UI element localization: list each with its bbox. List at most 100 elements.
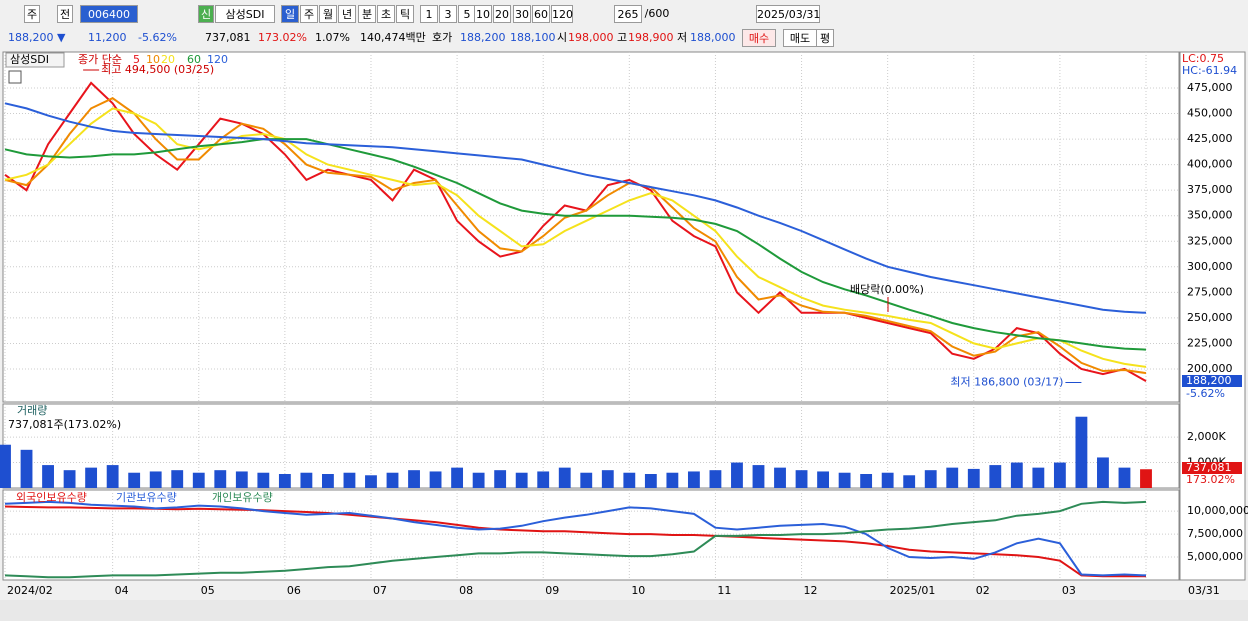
volume-bar [149,471,162,488]
last-price: 188,200 [1186,374,1232,387]
info-item[interactable]: 매수 [742,29,776,47]
volume-bar [731,462,743,488]
toolbar-item[interactable]: 일 [281,5,299,23]
change-label: -5.62% [1186,387,1225,400]
volume-bar [365,475,377,488]
info-item: 173.02% [258,31,307,44]
info-item: 188,200 [460,31,506,44]
volume-bar [192,472,205,488]
volume-bar [1097,457,1109,488]
toolbar-item[interactable]: 20 [493,5,511,23]
volume-bar [300,472,313,488]
y-tick-label: 10,000,000 [1187,504,1248,517]
y-tick-label: 450,000 [1187,107,1233,120]
toolbar-item[interactable]: 60 [532,5,550,23]
volume-bar [795,470,808,488]
legend-entry: 60 [187,53,201,66]
series-line [4,505,1146,578]
volume-bar [20,449,33,488]
price-panel [2,51,1180,403]
toolbar-item[interactable]: 월 [319,5,337,23]
info-item[interactable]: 매도 [783,29,817,47]
volume-bar [278,474,291,488]
info-item: 188,200 ▼ [8,31,66,44]
info-item[interactable]: 평 [816,29,834,47]
x-tick-label: 07 [373,584,387,597]
toolbar-item[interactable]: 주 [300,5,318,23]
volume-bar [235,471,248,488]
lc-label: LC:0.75 [1182,52,1224,65]
y-tick-label: 7,500,000 [1187,527,1243,540]
volume-bar [0,444,11,488]
volume-bar [106,465,119,488]
volume-bar [860,474,873,488]
x-tick-label: 2025/01 [890,584,936,597]
y-tick-label: 350,000 [1187,209,1233,222]
volume-bar [709,470,722,488]
volume-bar [171,470,184,488]
y-tick-label: 400,000 [1187,158,1233,171]
toolbar-item[interactable]: 2025/03/31 [756,5,820,23]
y-tick-label: 200,000 [1187,362,1233,375]
info-item: 1.07% [315,31,350,44]
toolbar-item[interactable]: 10 [474,5,492,23]
volume-bar [537,471,550,488]
last-volume-box [1182,462,1242,474]
series-line [4,102,1147,314]
volume-bar [1075,416,1088,488]
toolbar-item[interactable]: 전 [57,5,73,23]
y-tick-label: 250,000 [1187,311,1233,324]
volume-bar [666,472,679,488]
toolbar-item[interactable]: 년 [338,5,356,23]
volume-bar [1032,467,1045,488]
toolbar-item[interactable]: 265 [614,5,642,23]
legend-entry: 120 [207,53,228,66]
volume-bar [472,472,485,488]
series-line [4,107,1147,368]
volume-bar [257,472,270,488]
panel-subtitle: 737,081주(173.02%) [8,418,121,431]
toolbar-item[interactable]: 신 [198,5,214,23]
y-tick-label: 5,000,000 [1187,550,1243,563]
legend-entry: 20 [161,53,175,66]
toolbar-item[interactable]: 120 [551,5,573,23]
toolbar-item[interactable]: 30 [513,5,531,23]
volume-bar [85,467,98,488]
info-item: 198,900 [628,31,674,44]
holdings-panel [2,489,1180,581]
toolbar-item[interactable]: 006400 [80,5,138,23]
annotation: 배당락(0.00%) [850,283,924,296]
series-line [4,97,1147,375]
volume-bar [214,470,227,488]
toolbar-item[interactable]: 주 [24,5,40,23]
legend-entry: 기관보유수량 [116,491,177,504]
chart-area: 200,000 225,000 250,000 275,000 300,000 325,0… [0,50,1248,621]
hc-label: HC:-61.94 [1182,64,1237,77]
x-tick-label: 09 [545,584,559,597]
toolbar-item[interactable]: 분 [358,5,376,23]
x-tick-label: 03 [1062,584,1076,597]
volume-bar [924,470,937,488]
volume-bar [838,472,851,488]
x-tick-label: 12 [804,584,818,597]
volume-bar [623,472,636,488]
volume-bar [558,467,571,488]
toolbar-item[interactable]: 1 [420,5,438,23]
volume-ratio: 173.02% [1186,473,1235,486]
volume-bar [752,465,765,488]
legend-entry: 5 [133,53,140,66]
volume-bar [429,471,442,488]
volume-bar [881,472,894,488]
toolbar-item[interactable]: 3 [439,5,457,23]
y-tick-label: 325,000 [1187,234,1233,247]
y-tick-label: 425,000 [1187,132,1233,145]
scroll-bar[interactable] [0,600,1248,621]
toolbar-item[interactable]: 틱 [396,5,414,23]
y-tick-label: 2,000K [1187,430,1226,443]
volume-bar [989,465,1002,488]
toolbar-item[interactable]: 삼성SDI [215,5,275,23]
info-item: 140,474백만 [360,31,426,44]
toolbar-item[interactable]: 초 [377,5,395,23]
info-item: 737,081 [205,31,251,44]
